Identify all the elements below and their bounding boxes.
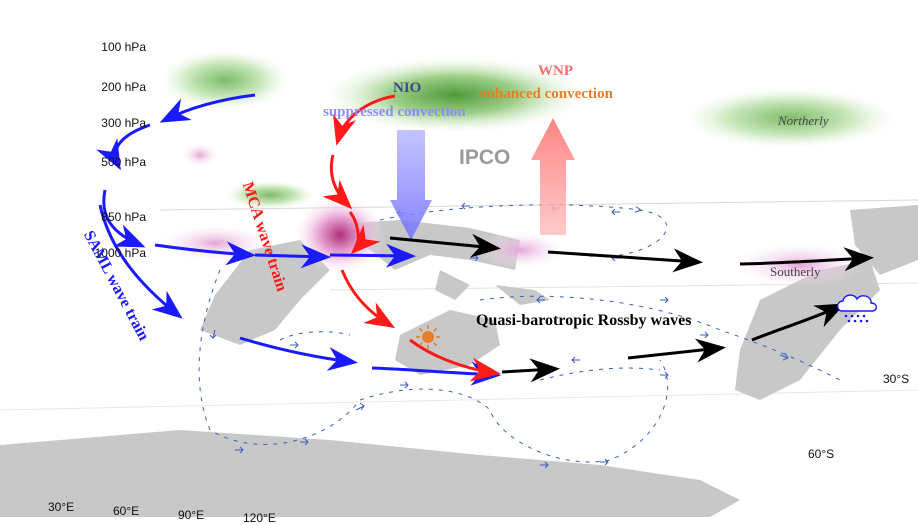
rossby-waves-label: Quasi-barotropic Rossby waves — [476, 312, 692, 329]
pressure-level-label: 300 hPa — [101, 116, 146, 130]
longitude-label: 60°E — [113, 504, 140, 518]
ipco-label: IPCO — [459, 146, 511, 169]
land-africa — [200, 240, 330, 345]
mca-wave-train-arrows — [322, 94, 501, 382]
suppressed-convection-arrow — [390, 130, 432, 240]
land-maritime — [495, 285, 550, 305]
wave-activity-flux — [198, 204, 841, 463]
latitude-label: 30°S — [883, 372, 910, 386]
rain-cloud-icon — [836, 294, 878, 323]
southerly-label: Southerly — [770, 264, 821, 279]
pressure-level-label: 500 hPa — [101, 155, 146, 169]
enhanced-convection-label: enhanced convection — [480, 86, 613, 102]
nio-label: NIO — [393, 80, 422, 96]
pressure-level-label: 200 hPa — [101, 80, 146, 94]
pressure-level-label: 100 hPa — [101, 40, 146, 54]
land-south-america — [735, 260, 880, 400]
sun-icon — [416, 325, 440, 349]
rossby-wave-arrows — [389, 233, 874, 383]
longitude-label: 90°E — [178, 508, 205, 522]
longitude-label: 120°E — [243, 511, 276, 525]
land-antarctica — [0, 430, 740, 517]
saml-wave-train-arrows — [96, 93, 501, 386]
latitude-label: 60°S — [808, 447, 835, 461]
land-indochina — [435, 270, 470, 300]
pressure-level-label: 1000 hPa — [94, 246, 146, 260]
upper-level-anomalies — [160, 50, 895, 209]
northerly-label: Northerly — [778, 113, 829, 128]
enhanced-convection-arrow — [531, 118, 575, 235]
wnp-label: WNP — [538, 63, 573, 79]
pressure-level-label: 850 hPa — [101, 210, 146, 224]
suppressed-convection-label: suppressed convection — [323, 104, 466, 120]
longitude-label: 30°E — [48, 500, 75, 514]
